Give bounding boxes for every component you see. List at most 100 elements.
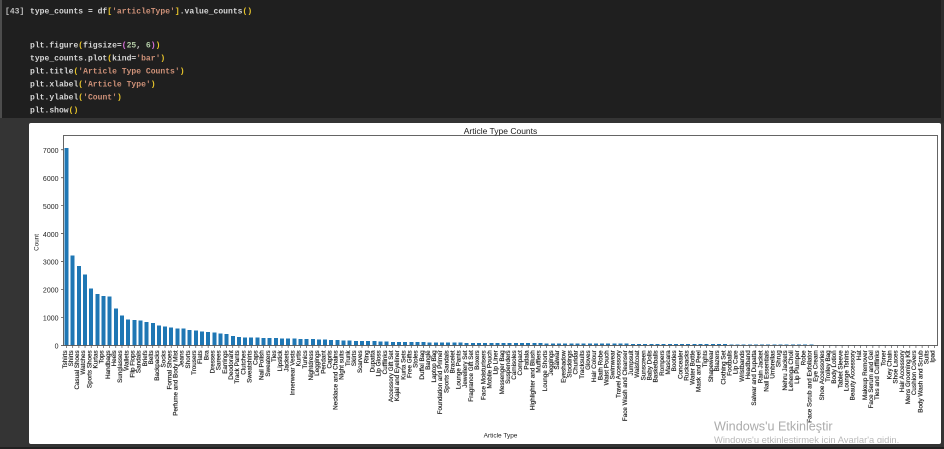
- svg-text:Free Gifts: Free Gifts: [406, 350, 413, 378]
- svg-text:Clutches: Clutches: [240, 350, 247, 375]
- svg-text:4000: 4000: [43, 232, 59, 239]
- svg-text:Shapewear: Shapewear: [708, 350, 715, 382]
- svg-text:Water Bottle: Water Bottle: [690, 350, 697, 385]
- svg-text:Ties: Ties: [271, 350, 278, 362]
- svg-text:1000: 1000: [43, 316, 59, 323]
- svg-text:Jewellery Set: Jewellery Set: [462, 350, 469, 388]
- svg-text:Shorts: Shorts: [185, 350, 192, 368]
- svg-text:2000: 2000: [43, 288, 59, 295]
- svg-text:Mobile Pouch: Mobile Pouch: [486, 350, 493, 389]
- svg-text:Skirts: Skirts: [351, 350, 358, 366]
- svg-text:Perfume and Body Mist: Perfume and Body Mist: [173, 350, 180, 416]
- svg-text:Face Moisturisers: Face Moisturisers: [480, 350, 487, 400]
- svg-text:Bracelet: Bracelet: [450, 350, 457, 373]
- svg-text:Tablet Sleeve: Tablet Sleeve: [837, 350, 844, 388]
- svg-text:Kurta Sets: Kurta Sets: [400, 350, 407, 379]
- svg-text:Trolley Bag: Trolley Bag: [825, 350, 832, 382]
- svg-text:Key Chain: Key Chain: [887, 350, 894, 380]
- svg-text:Nail Polish: Nail Polish: [259, 350, 266, 380]
- svg-text:Innerwear Vests: Innerwear Vests: [290, 350, 297, 395]
- svg-text:Swimwear: Swimwear: [610, 350, 617, 379]
- svg-text:Jumpsuit: Jumpsuit: [628, 350, 635, 375]
- svg-text:Tracksuits: Tracksuits: [579, 350, 586, 378]
- svg-text:Mens Grooming Kit: Mens Grooming Kit: [905, 350, 912, 404]
- svg-text:Shrug: Shrug: [776, 350, 783, 367]
- svg-text:Foundation and Primer: Foundation and Primer: [437, 350, 444, 414]
- svg-text:Trunk: Trunk: [345, 349, 352, 366]
- svg-text:Face Wash and Cleanser: Face Wash and Cleanser: [622, 350, 629, 421]
- svg-text:Wristbands: Wristbands: [739, 350, 746, 381]
- svg-text:Lip Gloss: Lip Gloss: [376, 350, 383, 376]
- svg-text:Jackets: Jackets: [283, 350, 290, 371]
- svg-text:Lounge Pants: Lounge Pants: [456, 350, 463, 389]
- svg-text:6000: 6000: [43, 176, 59, 183]
- svg-text:Lip Liner: Lip Liner: [493, 350, 500, 374]
- svg-text:Capris: Capris: [326, 350, 333, 368]
- svg-text:Salwar and Dupatta: Salwar and Dupatta: [751, 350, 758, 406]
- svg-text:Wallets: Wallets: [123, 350, 130, 370]
- svg-text:Lounge Shorts: Lounge Shorts: [542, 350, 549, 391]
- svg-text:Messenger Bag: Messenger Bag: [499, 350, 506, 395]
- svg-text:Shoe Accessories: Shoe Accessories: [819, 350, 826, 400]
- svg-text:Kajal and Eyeliner: Kajal and Eyeliner: [394, 350, 401, 401]
- svg-text:Blazers: Blazers: [714, 350, 721, 371]
- svg-text:Lehenga Choli: Lehenga Choli: [788, 350, 795, 391]
- svg-text:Dupatta: Dupatta: [370, 350, 377, 373]
- svg-text:Sports Shoes: Sports Shoes: [86, 350, 93, 388]
- svg-text:Hair Accessory: Hair Accessory: [899, 349, 906, 392]
- svg-text:Concealer: Concealer: [677, 350, 684, 379]
- svg-text:Windows'u Etkinleştir: Windows'u Etkinleştir: [714, 420, 833, 434]
- svg-text:Body Lotion: Body Lotion: [831, 350, 838, 384]
- svg-text:Hair Colour: Hair Colour: [591, 350, 598, 382]
- svg-text:Ipad: Ipad: [930, 350, 937, 363]
- svg-text:Backpacks: Backpacks: [154, 350, 161, 380]
- svg-text:Face Serum and Gel: Face Serum and Gel: [868, 350, 875, 408]
- svg-text:Windows'u etkinleştirmek için: Windows'u etkinleştirmek için Ayarlar'a …: [714, 434, 899, 443]
- svg-text:Socks: Socks: [160, 350, 167, 367]
- svg-text:Flats: Flats: [197, 350, 204, 364]
- svg-text:Clothing Set: Clothing Set: [720, 350, 727, 385]
- svg-text:Ties and Cufflinks: Ties and Cufflinks: [874, 350, 881, 400]
- svg-text:Compact: Compact: [517, 350, 524, 375]
- svg-text:Casual Shoes: Casual Shoes: [74, 350, 81, 389]
- svg-text:Track Pants: Track Pants: [234, 350, 241, 383]
- svg-text:Deodorant: Deodorant: [228, 350, 235, 380]
- svg-text:Nightdress: Nightdress: [308, 350, 315, 380]
- svg-text:Hat: Hat: [856, 350, 863, 360]
- svg-text:Nail Essentials: Nail Essentials: [763, 350, 770, 391]
- svg-text:Sarees: Sarees: [216, 350, 223, 370]
- svg-text:Waist Pouch: Waist Pouch: [603, 350, 610, 386]
- svg-text:Jeggings: Jeggings: [548, 350, 555, 375]
- svg-text:Lip Plumper: Lip Plumper: [794, 350, 801, 384]
- svg-text:Nehru Jackets: Nehru Jackets: [782, 350, 789, 390]
- svg-text:Booties: Booties: [671, 350, 678, 371]
- svg-text:Article Type Counts: Article Type Counts: [464, 126, 538, 136]
- svg-text:Jeans: Jeans: [179, 350, 186, 367]
- svg-text:Flip Flops: Flip Flops: [129, 350, 136, 377]
- svg-text:Duffel Bag: Duffel Bag: [419, 350, 426, 380]
- svg-text:Cufflinks: Cufflinks: [382, 350, 389, 374]
- svg-text:Handbags: Handbags: [105, 350, 112, 379]
- svg-text:Sports Sandals: Sports Sandals: [443, 350, 450, 393]
- svg-text:Sunscreen: Sunscreen: [640, 350, 647, 381]
- svg-text:Dresses: Dresses: [210, 350, 217, 373]
- svg-text:Body Wash and Scrub: Body Wash and Scrub: [917, 350, 924, 413]
- svg-text:Heels: Heels: [111, 350, 118, 366]
- svg-text:Sweatshirts: Sweatshirts: [246, 350, 253, 383]
- svg-text:Shirts: Shirts: [68, 350, 75, 366]
- svg-text:Sweaters: Sweaters: [265, 350, 272, 376]
- svg-text:Lipstick: Lipstick: [277, 349, 284, 371]
- svg-text:Bangle: Bangle: [425, 350, 432, 370]
- svg-text:Umbrellas: Umbrellas: [770, 350, 777, 378]
- svg-text:3000: 3000: [43, 260, 59, 267]
- svg-text:Suspenders: Suspenders: [505, 350, 512, 384]
- svg-text:Highlighter and Blush: Highlighter and Blush: [530, 350, 537, 410]
- svg-text:Necklace and Chains: Necklace and Chains: [333, 350, 340, 410]
- svg-text:Robe: Robe: [800, 350, 807, 366]
- svg-text:Boxers: Boxers: [474, 350, 481, 370]
- svg-text:Stoles: Stoles: [413, 350, 420, 368]
- svg-text:Eye Cream: Eye Cream: [813, 350, 820, 382]
- svg-text:Caps: Caps: [253, 350, 260, 365]
- svg-text:Camisoles: Camisoles: [511, 350, 518, 379]
- svg-text:Mufflers: Mufflers: [536, 350, 543, 372]
